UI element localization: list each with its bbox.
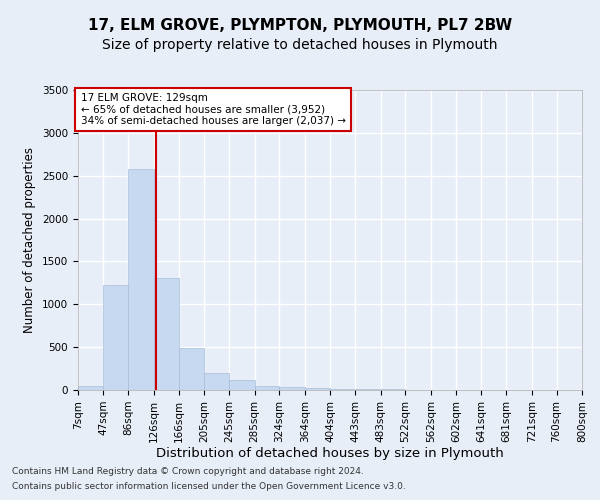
Bar (103, 286, 128, 390)
Text: 17 ELM GROVE: 129sqm
← 65% of detached houses are smaller (3,952)
34% of semi-de: 17 ELM GROVE: 129sqm ← 65% of detached h… (80, 93, 346, 126)
Bar (154, 278, 179, 390)
Text: 17, ELM GROVE, PLYMPTON, PLYMOUTH, PL7 2BW: 17, ELM GROVE, PLYMPTON, PLYMOUTH, PL7 2… (88, 18, 512, 32)
Text: Contains HM Land Registry data © Crown copyright and database right 2024.: Contains HM Land Registry data © Crown c… (12, 467, 364, 476)
Bar (331, 388, 355, 390)
X-axis label: Distribution of detached houses by size in Plymouth: Distribution of detached houses by size … (156, 448, 504, 460)
Bar (280, 388, 305, 390)
Bar (179, 348, 204, 390)
Text: Contains public sector information licensed under the Open Government Licence v3: Contains public sector information licen… (12, 482, 406, 491)
Bar (78, 386, 103, 390)
Bar (305, 388, 331, 390)
Text: Size of property relative to detached houses in Plymouth: Size of property relative to detached ho… (102, 38, 498, 52)
Bar (254, 386, 280, 390)
Y-axis label: Number of detached properties: Number of detached properties (23, 147, 37, 333)
Bar (128, 169, 154, 390)
Bar (355, 389, 380, 390)
Bar (204, 373, 229, 390)
Bar (229, 380, 254, 390)
